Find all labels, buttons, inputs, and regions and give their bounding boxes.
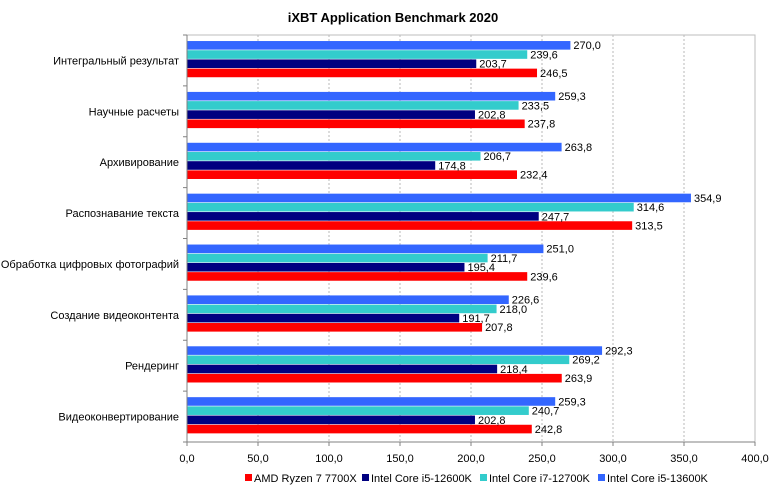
data-label: 354,9 xyxy=(694,193,722,205)
data-label: 259,3 xyxy=(558,91,586,103)
bar xyxy=(187,221,633,230)
bar xyxy=(187,424,532,434)
data-label: 263,8 xyxy=(565,142,593,154)
legend-label: Intel Core i5-12600K xyxy=(371,473,473,485)
data-label: 314,6 xyxy=(637,202,665,214)
data-label: 269,2 xyxy=(572,355,600,367)
legend-label: Intel Core i7-12700K xyxy=(489,473,591,485)
bar xyxy=(187,59,477,69)
bar xyxy=(187,262,465,272)
data-label: 292,3 xyxy=(605,345,633,357)
bar xyxy=(187,415,475,425)
data-label: 242,8 xyxy=(535,424,563,436)
x-tick-label: 350,0 xyxy=(670,453,698,465)
bar xyxy=(187,244,544,254)
data-label: 218,4 xyxy=(500,364,528,376)
data-labels: 270,0 239,6 203,7 246,5 259,3 233,5 202,8 237,8… xyxy=(438,40,721,436)
bar xyxy=(187,170,518,179)
data-label: 263,9 xyxy=(565,373,593,385)
data-label: 206,7 xyxy=(484,151,512,163)
x-tick-label: 200,0 xyxy=(457,453,485,465)
bar xyxy=(187,355,570,365)
x-tick-label: 250,0 xyxy=(528,453,556,465)
data-label: 246,5 xyxy=(540,68,568,80)
bar xyxy=(187,101,519,110)
category-label: Обработка цифровых фотографий xyxy=(1,259,179,271)
bar xyxy=(187,212,539,221)
data-label: 251,0 xyxy=(546,244,574,256)
legend-label: Intel Core i5-13600K xyxy=(607,473,709,485)
x-tick-label: 100,0 xyxy=(315,453,343,465)
data-label: 232,4 xyxy=(520,170,548,182)
bar xyxy=(187,406,529,415)
x-tick-label: 150,0 xyxy=(386,453,414,465)
data-label: 191,7 xyxy=(462,313,490,325)
axes xyxy=(183,34,756,446)
category-label: Распознавание текста xyxy=(65,208,179,220)
bar xyxy=(187,119,525,129)
bar xyxy=(187,110,475,119)
data-label: 202,8 xyxy=(478,110,506,122)
data-label: 195,4 xyxy=(467,262,495,274)
category-label: Рендеринг xyxy=(125,361,179,373)
x-tick-label: 50,0 xyxy=(247,453,268,465)
category-label: Создание видеоконтента xyxy=(50,310,179,322)
legend-label: AMD Ryzen 7 7700X xyxy=(254,473,357,485)
data-label: 226,6 xyxy=(512,295,540,307)
bar xyxy=(187,142,562,152)
bar xyxy=(187,193,691,203)
category-label: Видеоконвертирование xyxy=(58,412,179,424)
bar xyxy=(187,397,556,406)
bar xyxy=(187,202,634,212)
data-label: 174,8 xyxy=(438,160,466,172)
data-label: 259,3 xyxy=(558,396,586,408)
bars xyxy=(187,41,691,434)
x-tick-labels: 0,0 50,0 100,0 150,0 200,0 250,0 300,0 350,0 400… xyxy=(179,453,768,465)
bar xyxy=(187,304,497,314)
category-label: Научные расчеты xyxy=(89,106,179,118)
x-tick-label: 0,0 xyxy=(179,453,194,465)
bar xyxy=(187,50,528,59)
data-label: 211,7 xyxy=(491,253,518,265)
bar xyxy=(187,151,481,161)
data-label: 203,7 xyxy=(479,59,507,71)
data-label: 239,6 xyxy=(530,49,558,61)
x-tick-label: 400,0 xyxy=(741,453,769,465)
data-label: 218,0 xyxy=(500,304,528,316)
bar xyxy=(187,41,571,50)
x-tick-label: 300,0 xyxy=(599,453,627,465)
bar xyxy=(187,91,556,101)
category-labels: Интегральный результат Научные расчеты Арх… xyxy=(1,55,180,423)
bar xyxy=(187,253,488,263)
bar xyxy=(187,364,498,374)
data-label: 207,8 xyxy=(485,322,513,334)
data-label: 237,8 xyxy=(528,119,556,131)
category-label: Интегральный результат xyxy=(53,55,179,67)
data-label: 202,8 xyxy=(478,415,506,427)
chart-title: iXBT Application Benchmark 2020 xyxy=(288,10,498,25)
data-label: 233,5 xyxy=(522,100,550,112)
data-label: 313,5 xyxy=(635,220,663,232)
bar xyxy=(187,313,460,323)
data-label: 240,7 xyxy=(532,406,560,418)
legend-swatch xyxy=(245,474,252,481)
bar xyxy=(187,323,483,332)
bar xyxy=(187,346,603,355)
data-label: 239,6 xyxy=(530,271,558,283)
legend-swatch xyxy=(598,474,605,481)
bar xyxy=(187,272,528,281)
category-label: Архивирование xyxy=(100,157,179,169)
bar xyxy=(187,373,562,383)
bar xyxy=(187,161,436,170)
bar xyxy=(187,295,509,305)
data-label: 270,0 xyxy=(573,40,601,52)
data-label: 247,7 xyxy=(542,211,570,223)
legend-swatch xyxy=(480,474,487,481)
legend: AMD Ryzen 7 7700X Intel Core i5-12600K Int… xyxy=(245,473,709,485)
legend-swatch xyxy=(362,474,369,481)
bar xyxy=(187,68,538,78)
